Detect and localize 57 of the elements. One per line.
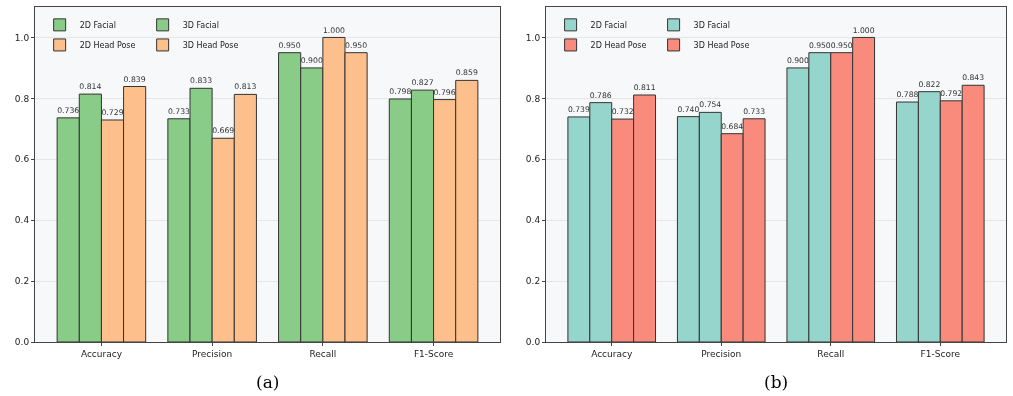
legend-label: 2D Head Pose (590, 41, 647, 51)
legend-label: 3D Head Pose (693, 41, 750, 51)
data-label: 0.792 (940, 88, 963, 98)
data-label: 0.839 (123, 74, 146, 84)
data-label: 0.814 (79, 82, 102, 92)
y-tick-label: 0.6 (14, 154, 30, 165)
data-label: 0.754 (699, 100, 722, 110)
legend-label: 3D Facial (182, 20, 219, 30)
data-label: 0.796 (433, 87, 456, 97)
x-tick-label: Precision (192, 348, 233, 359)
legend-label: 3D Facial (693, 20, 730, 30)
y-tick-label: 0.2 (14, 276, 30, 287)
data-label: 0.736 (57, 105, 80, 115)
data-label: 0.798 (389, 87, 412, 97)
y-tick-label: 1.0 (14, 32, 30, 43)
y-tick-label: 0.4 (525, 215, 541, 226)
y-tick-label: 0.8 (14, 93, 30, 104)
data-label: 0.950 (808, 40, 831, 50)
data-label: 0.740 (677, 104, 700, 114)
x-tick-label: Precision (701, 348, 742, 359)
legend-label: 2D Head Pose (79, 41, 136, 51)
data-label: 0.788 (896, 90, 919, 100)
data-label: 0.786 (589, 90, 612, 100)
y-tick-label: 0.6 (525, 154, 541, 165)
data-label: 0.733 (167, 106, 191, 116)
y-tick-label: 1.0 (525, 32, 541, 43)
y-tick-label: 0.0 (525, 337, 541, 348)
data-label: 0.732 (611, 107, 634, 117)
data-label: 1.000 (852, 25, 875, 35)
data-label: 0.822 (918, 79, 941, 89)
x-tick-label: Recall (309, 348, 337, 359)
legend-label: 2D Facial (590, 20, 627, 30)
data-label: 0.833 (190, 76, 213, 86)
x-tick-label: Recall (817, 348, 845, 359)
x-tick-label: Accuracy (80, 348, 123, 359)
data-label: 0.950 (278, 40, 301, 50)
data-label: 0.843 (962, 73, 985, 83)
legend-label: 3D Head Pose (182, 41, 239, 51)
text: (b) (764, 372, 789, 392)
data-label: 0.859 (455, 68, 478, 78)
x-tick-label: F1-Score (413, 348, 454, 359)
data-label: 1.000 (322, 25, 346, 35)
data-label: 0.827 (411, 78, 434, 88)
y-tick-label: 0.2 (525, 276, 541, 287)
y-tick-label: 0.8 (525, 93, 541, 104)
x-tick-label: F1-Score (920, 348, 961, 359)
data-label: 0.811 (633, 83, 656, 93)
x-tick-label: Accuracy (591, 348, 633, 359)
text: (a) (256, 372, 280, 392)
y-tick-label: 0.0 (14, 337, 30, 348)
data-label: 0.729 (101, 108, 124, 118)
data-label: 0.950 (345, 40, 368, 50)
data-label: 0.950 (830, 40, 853, 50)
data-label: 0.813 (234, 82, 257, 92)
y-tick-label: 0.4 (14, 215, 30, 226)
legend-label: 2D Facial (79, 20, 116, 30)
data-label: 0.733 (743, 106, 766, 116)
